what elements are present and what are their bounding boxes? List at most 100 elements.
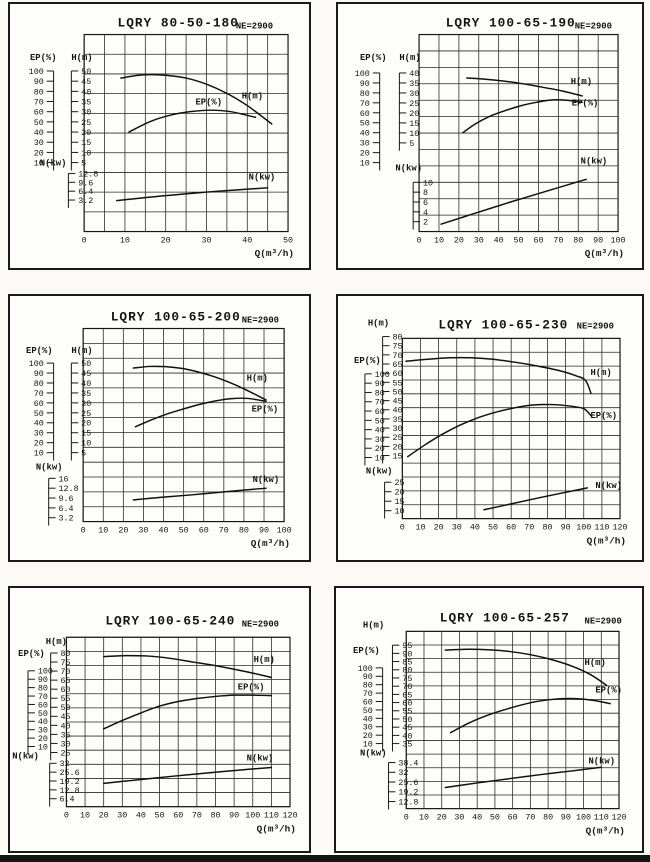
ep-curve-label: EP(%) — [590, 411, 617, 421]
x-axis: 0 10 20 30 40 50 60 70 80 90 100 110 120 — [64, 811, 298, 821]
n-axis-name: N(kw) — [395, 163, 422, 173]
n-curve — [132, 487, 267, 501]
n-tick-label: 25 — [394, 478, 404, 488]
ep-tick-label: 50 — [34, 409, 44, 419]
ep-axis-name: EP(%) — [353, 646, 380, 656]
ep-curve — [102, 694, 273, 730]
n-tick-label: 10 — [394, 507, 404, 517]
h-curve-label: H(m) — [585, 658, 606, 668]
ep-tick-label: 100 — [355, 69, 370, 79]
x-tick-label: 0 — [81, 525, 86, 535]
ep-tick-label: 60 — [363, 697, 373, 707]
x-tick-label: 0 — [404, 812, 409, 822]
speed-label: NE=2900 — [575, 22, 612, 32]
x-tick-label: 50 — [514, 235, 524, 245]
x-tick-label: 100 — [611, 235, 626, 245]
ep-tick-label: 30 — [38, 726, 48, 736]
n-axis-name: N(kw) — [36, 462, 63, 472]
h-tick-label: 25 — [81, 409, 91, 419]
h-tick-label: 20 — [81, 419, 91, 429]
x-axis-label: Q(m³/h) — [251, 538, 290, 549]
n-tick-label: 2 — [423, 218, 428, 228]
h-tick-label: 10 — [81, 148, 91, 158]
h-tick-label: 5 — [81, 159, 86, 169]
chart-title: LQRY 100-65-190 — [446, 16, 576, 31]
h-curve — [444, 648, 608, 687]
x-tick-label: 80 — [542, 522, 552, 532]
x-tick-label: 20 — [454, 235, 464, 245]
x-tick-label: 30 — [452, 522, 462, 532]
speed-label: NE=2900 — [242, 619, 279, 629]
x-tick-label: 90 — [259, 525, 269, 535]
chart-panel-lqry-100-65-200: LQRY 100-65-200 NE=2900 0 10 20 30 40 50 60 70 80 9… — [8, 294, 311, 562]
h-tick-label: 25 — [61, 748, 71, 758]
chart-title: LQRY 100-65-240 — [105, 613, 235, 628]
h-axis-name: H(m) — [71, 346, 92, 356]
ep-tick-label: 70 — [38, 692, 48, 702]
ep-tick-label: 60 — [34, 399, 44, 409]
x-tick-label: 70 — [525, 812, 535, 822]
x-tick-label: 10 — [419, 812, 429, 822]
h-curve-label: H(m) — [254, 655, 275, 665]
ep-tick-label: 50 — [375, 416, 385, 426]
ep-tick-label: 100 — [38, 667, 53, 677]
x-tick-label: 70 — [524, 522, 534, 532]
x-tick-label: 10 — [415, 522, 425, 532]
ep-tick-label: 30 — [34, 138, 44, 148]
ep-tick-label: 90 — [34, 77, 44, 87]
ep-tick-label: 20 — [34, 148, 44, 158]
x-tick-label: 70 — [553, 235, 563, 245]
n-curve-label: N(kw) — [253, 475, 280, 485]
h-tick-label: 45 — [402, 723, 412, 733]
x-tick-label: 20 — [434, 522, 444, 532]
x-tick-label: 100 — [277, 525, 292, 535]
h-axis-name: H(m) — [46, 637, 67, 647]
n-axis-name: N(kw) — [366, 466, 393, 476]
h-tick-label: 40 — [81, 379, 91, 389]
h-tick-label: 30 — [409, 89, 419, 99]
x-axis: 0 10 20 30 40 50 60 70 80 90 100 — [417, 235, 626, 245]
h-tick-label: 20 — [81, 128, 91, 138]
h-tick-label: 25 — [409, 99, 419, 109]
x-axis-label: Q(m³/h) — [257, 823, 296, 834]
x-axis: 0 10 20 30 40 50 — [82, 235, 293, 245]
ep-tick-label: 90 — [363, 672, 373, 682]
plot-frame — [83, 33, 289, 233]
n-tick-label: 6.4 — [60, 795, 75, 805]
x-tick-label: 90 — [229, 811, 239, 821]
x-tick-label: 60 — [533, 235, 543, 245]
h-tick-label: 45 — [81, 369, 91, 379]
x-tick-label: 120 — [611, 812, 626, 822]
x-tick-label: 80 — [210, 811, 220, 821]
h-tick-label: 60 — [392, 369, 402, 379]
ep-tick-label: 80 — [38, 684, 48, 694]
n-tick-label: 4 — [423, 208, 428, 218]
x-tick-label: 100 — [576, 812, 591, 822]
h-tick-label: 10 — [81, 439, 91, 449]
ep-tick-label: 40 — [375, 426, 385, 436]
n-curve — [102, 766, 273, 785]
x-tick-label: 60 — [199, 525, 209, 535]
ep-tick-label: 90 — [34, 369, 44, 379]
x-tick-label: 20 — [437, 812, 447, 822]
x-tick-label: 60 — [506, 522, 516, 532]
x-tick-label: 110 — [264, 811, 279, 821]
h-tick-label: 75 — [402, 674, 412, 684]
x-tick-label: 30 — [117, 811, 127, 821]
h-tick-label: 30 — [81, 399, 91, 409]
n-tick-label: 20 — [394, 488, 404, 498]
x-tick-label: 80 — [573, 235, 583, 245]
h-tick-label: 90 — [402, 649, 412, 659]
x-tick-label: 40 — [470, 522, 480, 532]
x-tick-label: 10 — [434, 235, 444, 245]
x-tick-label: 120 — [282, 811, 297, 821]
